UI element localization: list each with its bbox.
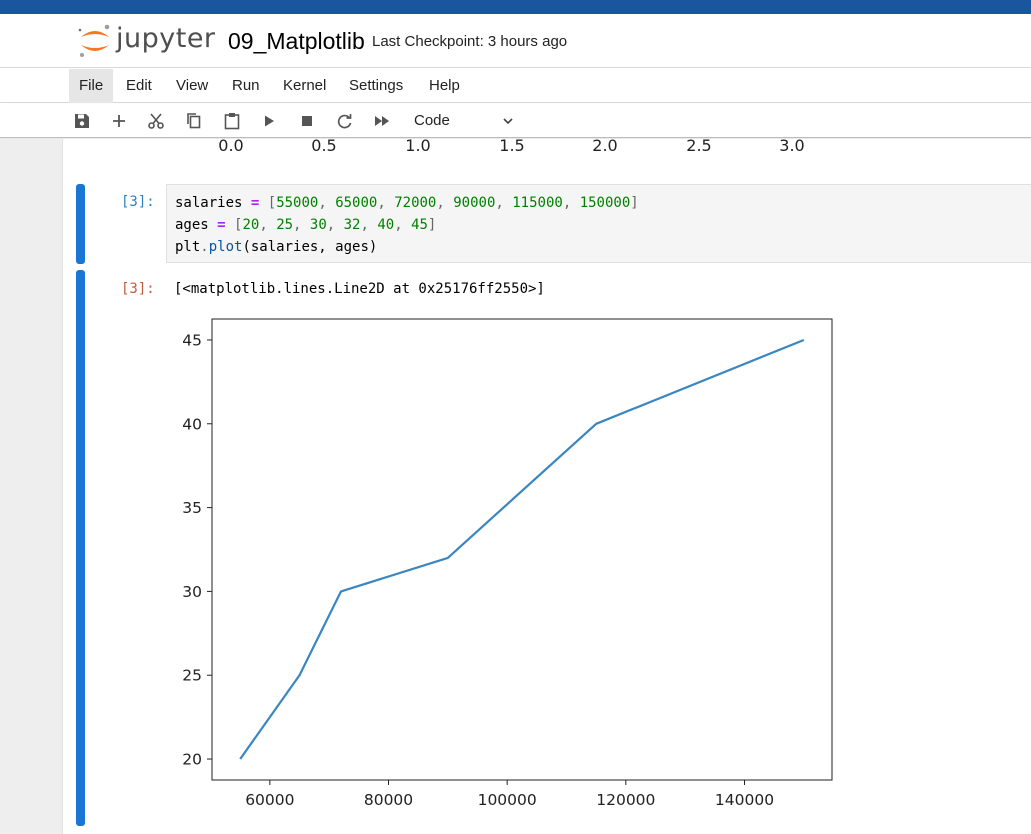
menu-kernel[interactable]: Kernel [283,77,327,94]
output-text: [<matplotlib.lines.Line2D at 0x25176ff25… [174,281,545,297]
prev-tick-label: 3.0 [779,139,805,155]
line-chart: 60000 80000 100000 120000 140000 20 25 30 35 40 45 [182,318,833,809]
y-tick-label: 35 [182,499,202,517]
y-tick-label: 40 [182,415,202,433]
cell-input-collapser[interactable] [76,184,85,264]
chevron-down-icon [503,118,513,125]
input-prompt: [3]: [121,194,155,210]
x-tick-label: 60000 [245,791,294,809]
add-cell-icon[interactable] [108,110,130,132]
x-tick-label: 140000 [715,791,774,809]
output-prompt: [3]: [121,281,155,297]
paste-icon[interactable] [221,110,243,132]
y-tick-label: 30 [182,583,202,601]
code-line-2: ages = [20, 25, 30, 32, 40, 45] [175,217,437,233]
prev-tick-label: 2.5 [686,139,712,155]
prev-tick-label: 1.0 [405,139,431,155]
prev-tick-label: 0.0 [218,139,244,155]
plot-frame [211,318,833,781]
fast-forward-icon[interactable] [371,110,393,132]
notebook-toolbar: Code [0,104,1031,138]
y-tick-label: 20 [182,751,202,769]
cell-type-select[interactable]: Code [404,109,522,133]
menu-settings[interactable]: Settings [349,77,404,94]
brand-name[interactable]: jupyter [116,23,216,54]
header: jupyter 09_Matplotlib Last Checkpoint: 3… [0,14,1031,68]
notebook-area[interactable]: 0.0 0.5 1.0 1.5 2.0 2.5 3.0 [3]: [3]: sa… [63,139,1031,834]
stop-icon[interactable] [296,110,318,132]
x-tick-label: 80000 [364,791,413,809]
cut-icon[interactable] [145,110,167,132]
menu-bar: File Edit View Run Kernel Settings Help [0,69,1031,103]
checkpoint-status: Last Checkpoint: 3 hours ago [372,33,568,50]
prev-tick-label: 1.5 [499,139,525,155]
prev-tick-label: 0.5 [311,139,337,155]
series-line [239,338,805,760]
code-line-3: plt.plot(salaries, ages) [175,239,378,255]
left-gutter [0,139,63,834]
code-editor[interactable]: salaries = [55000, 65000, 72000, 90000, … [166,184,1031,263]
menu-help[interactable]: Help [429,77,460,94]
notebook-title[interactable]: 09_Matplotlib [228,28,365,54]
cell-output-collapser[interactable] [76,270,85,826]
menu-view[interactable]: View [176,77,209,94]
previous-output-ticks: 0.0 0.5 1.0 1.5 2.0 2.5 3.0 [63,139,1031,157]
jupyter-logo-icon[interactable] [76,22,114,60]
y-tick-label: 45 [182,331,202,349]
menu-edit[interactable]: Edit [126,77,152,94]
copy-icon[interactable] [183,110,205,132]
code-line-1: salaries = [55000, 65000, 72000, 90000, … [175,195,639,211]
menu-file[interactable]: File [69,69,114,103]
prev-tick-label: 2.0 [592,139,618,155]
top-strip [0,0,1031,14]
menu-run[interactable]: Run [232,77,260,94]
save-icon[interactable] [71,110,93,132]
x-tick-label: 120000 [596,791,655,809]
restart-icon[interactable] [333,110,355,132]
x-tick-label: 100000 [478,791,537,809]
y-tick-label: 25 [182,667,202,685]
cell-type-value: Code [414,112,450,129]
run-icon[interactable] [258,110,280,132]
